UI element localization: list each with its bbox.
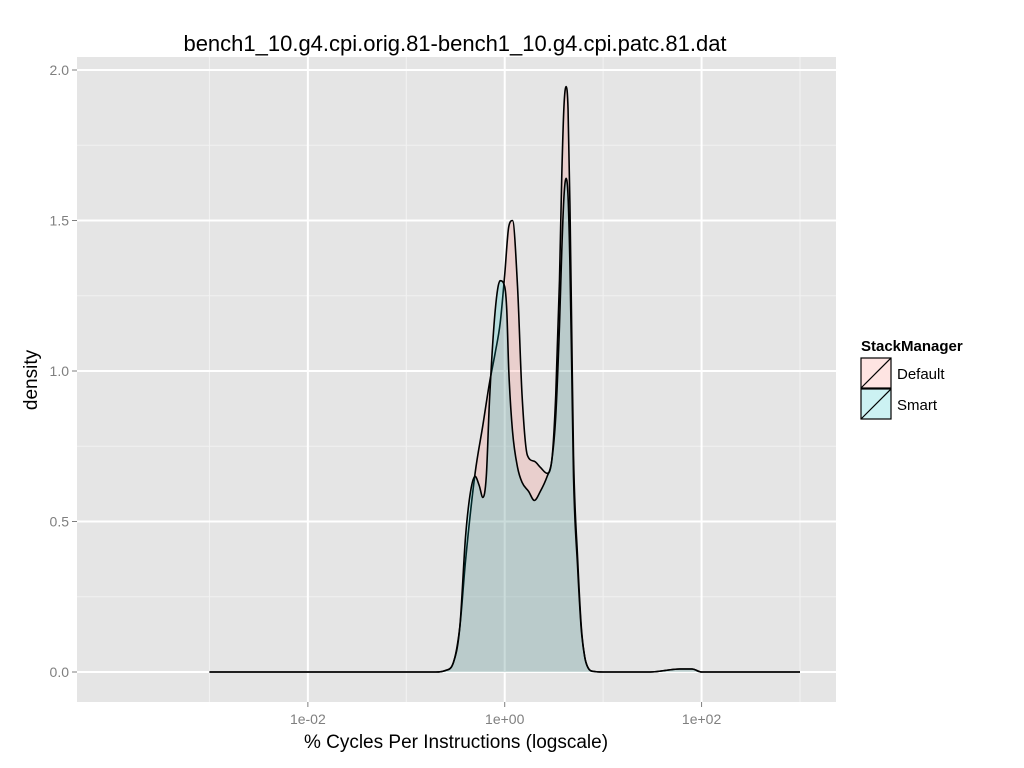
y-tick-label: 0.5 [50, 514, 70, 530]
density-area-smart [209, 178, 800, 673]
plot-panel [77, 57, 836, 702]
chart-title: bench1_10.g4.cpi.orig.81-bench1_10.g4.cp… [183, 31, 726, 56]
y-tick-label: 1.0 [50, 363, 70, 379]
density-series [209, 85, 800, 673]
legend-label-default: Default [897, 366, 945, 383]
y-tick-label: 1.5 [50, 213, 70, 229]
x-tick-label: 1e-02 [290, 711, 326, 727]
legend-label-smart: Smart [897, 397, 938, 414]
y-axis-title: density [21, 349, 42, 410]
major-gridlines [77, 57, 836, 702]
legend-key-stroke-default [860, 357, 892, 389]
legend: StackManager Default Smart [860, 338, 963, 420]
x-tick-label: 1e+00 [485, 711, 525, 727]
density-line-smart [209, 177, 800, 673]
y-tick-label: 2.0 [50, 62, 70, 78]
density-area-default [209, 86, 800, 673]
x-tick-label: 1e+02 [682, 711, 722, 727]
legend-key-stroke-smart [860, 388, 892, 420]
legend-title: StackManager [861, 338, 963, 355]
y-axis: 0.0 0.5 1.0 1.5 2.0 [50, 62, 77, 680]
x-axis: 1e-02 1e+00 1e+02 [290, 702, 721, 727]
minor-gridlines [77, 57, 836, 702]
x-axis-title: % Cycles Per Instructions (logscale) [304, 732, 608, 753]
y-tick-label: 0.0 [50, 664, 70, 680]
